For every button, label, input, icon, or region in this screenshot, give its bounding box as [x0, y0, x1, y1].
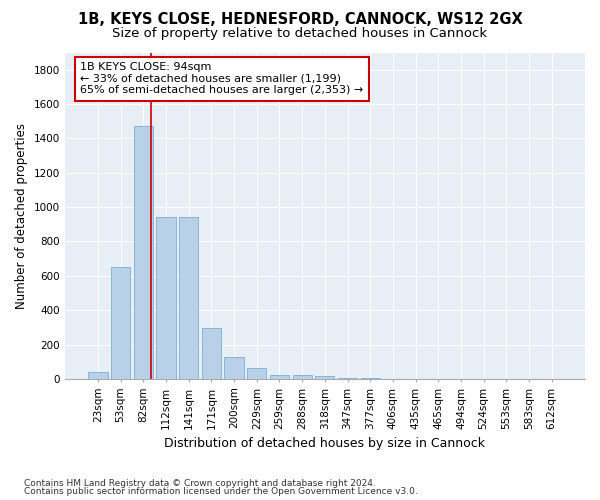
Text: Contains public sector information licensed under the Open Government Licence v3: Contains public sector information licen…	[24, 487, 418, 496]
Bar	[134, 126, 153, 379]
Text: Size of property relative to detached houses in Cannock: Size of property relative to detached ho…	[112, 28, 488, 40]
Text: 1B, KEYS CLOSE, HEDNESFORD, CANNOCK, WS12 2GX: 1B, KEYS CLOSE, HEDNESFORD, CANNOCK, WS1…	[77, 12, 523, 28]
Bar	[315, 376, 334, 379]
Bar	[247, 368, 266, 379]
Bar	[111, 267, 130, 379]
Bar	[361, 378, 380, 379]
Bar	[224, 356, 244, 379]
Bar	[202, 328, 221, 379]
Bar	[270, 374, 289, 379]
Bar	[293, 376, 312, 379]
Bar	[88, 372, 107, 379]
X-axis label: Distribution of detached houses by size in Cannock: Distribution of detached houses by size …	[164, 437, 485, 450]
Text: 1B KEYS CLOSE: 94sqm
← 33% of detached houses are smaller (1,199)
65% of semi-de: 1B KEYS CLOSE: 94sqm ← 33% of detached h…	[80, 62, 364, 96]
Bar	[179, 218, 199, 379]
Bar	[338, 378, 357, 379]
Text: Contains HM Land Registry data © Crown copyright and database right 2024.: Contains HM Land Registry data © Crown c…	[24, 478, 376, 488]
Bar	[157, 218, 176, 379]
Y-axis label: Number of detached properties: Number of detached properties	[15, 122, 28, 308]
